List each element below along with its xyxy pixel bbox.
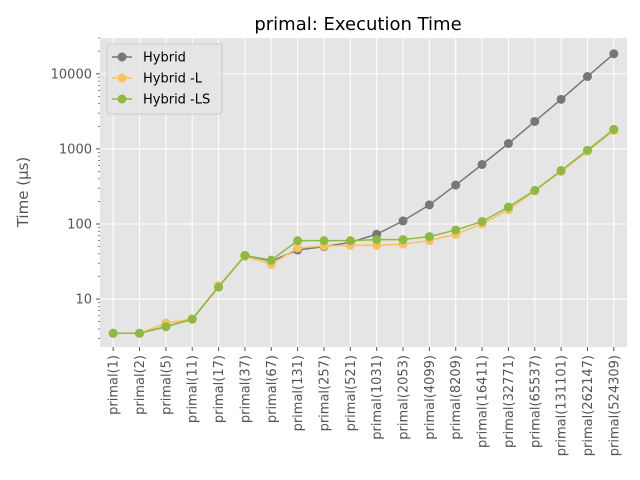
x-tick-label: primal(37): [238, 355, 253, 423]
x-tick-label: primal(16411): [476, 355, 491, 448]
data-point: [582, 145, 592, 155]
x-tick-label: primal(262147): [581, 355, 596, 456]
data-point: [398, 216, 408, 226]
data-point: [530, 116, 540, 126]
data-point: [398, 235, 408, 245]
x-tick-label: primal(1): [107, 355, 122, 415]
legend-label: Hybrid: [143, 51, 186, 66]
x-tick-label: primal(4099): [423, 355, 438, 440]
data-point: [293, 236, 303, 246]
x-tick-label: primal(5): [159, 355, 174, 415]
series-line: [113, 128, 615, 335]
legend-box: [106, 43, 223, 115]
legend-item: Hybrid -L: [112, 72, 203, 87]
y-tick-label: 100: [67, 217, 92, 232]
y-tick-label: 10: [75, 293, 92, 308]
data-point: [424, 200, 434, 210]
legend-item: Hybrid -LS: [112, 93, 210, 108]
x-tick-label: primal(65537): [528, 355, 543, 448]
data-point: [451, 180, 461, 190]
legend-marker: [117, 73, 127, 83]
y-axis-ticks: 10 100 1000 10000: [51, 37, 100, 339]
y-axis-title: Time (µs): [14, 157, 32, 229]
x-tick-label: primal(131101): [555, 355, 570, 456]
data-point: [503, 139, 513, 149]
x-tick-label: primal(524309): [607, 355, 622, 456]
legend: Hybrid Hybrid -L Hybrid -LS: [106, 43, 223, 115]
x-tick-label: primal(17): [212, 355, 227, 423]
data-point: [556, 94, 566, 104]
data-point: [424, 232, 434, 242]
data-point: [582, 72, 592, 82]
data-point: [108, 328, 118, 338]
data-point: [266, 255, 276, 265]
x-tick-label: primal(257): [317, 355, 332, 431]
data-point: [319, 236, 329, 246]
data-point: [609, 124, 619, 134]
chart-title: primal: Execution Time: [254, 14, 461, 35]
data-point: [345, 236, 355, 246]
data-point: [293, 243, 303, 253]
x-tick-label: primal(67): [265, 355, 280, 423]
data-point: [240, 251, 250, 261]
x-axis-ticks: primal(1) primal(2) primal(5) primal(11) pri…: [107, 347, 622, 456]
x-tick-label: primal(8209): [449, 355, 464, 440]
legend-marker: [117, 94, 127, 104]
data-point: [556, 166, 566, 176]
series-hybrid-ls: [108, 124, 619, 338]
x-tick-label: primal(131): [291, 355, 306, 431]
y-tick-label: 10000: [51, 67, 92, 82]
data-point: [477, 159, 487, 169]
data-point: [477, 216, 487, 226]
legend-item: Hybrid: [112, 51, 186, 66]
legend-label: Hybrid -L: [143, 72, 203, 87]
y-tick-label: 1000: [59, 142, 92, 157]
legend-marker: [117, 52, 127, 62]
data-point: [135, 328, 145, 338]
series-layer: [108, 49, 619, 338]
data-point: [451, 225, 461, 235]
x-tick-label: primal(2): [133, 355, 148, 415]
x-tick-label: primal(521): [344, 355, 359, 431]
x-tick-label: primal(32771): [502, 355, 517, 448]
x-tick-label: primal(1031): [370, 355, 385, 440]
data-point: [214, 282, 224, 292]
data-point: [503, 202, 513, 212]
legend-label: Hybrid -LS: [143, 93, 210, 108]
data-point: [372, 235, 382, 245]
x-tick-label: primal(11): [186, 355, 201, 423]
data-point: [161, 322, 171, 332]
x-tick-label: primal(2053): [397, 355, 412, 440]
data-point: [609, 49, 619, 59]
data-point: [530, 185, 540, 195]
data-point: [187, 314, 197, 324]
